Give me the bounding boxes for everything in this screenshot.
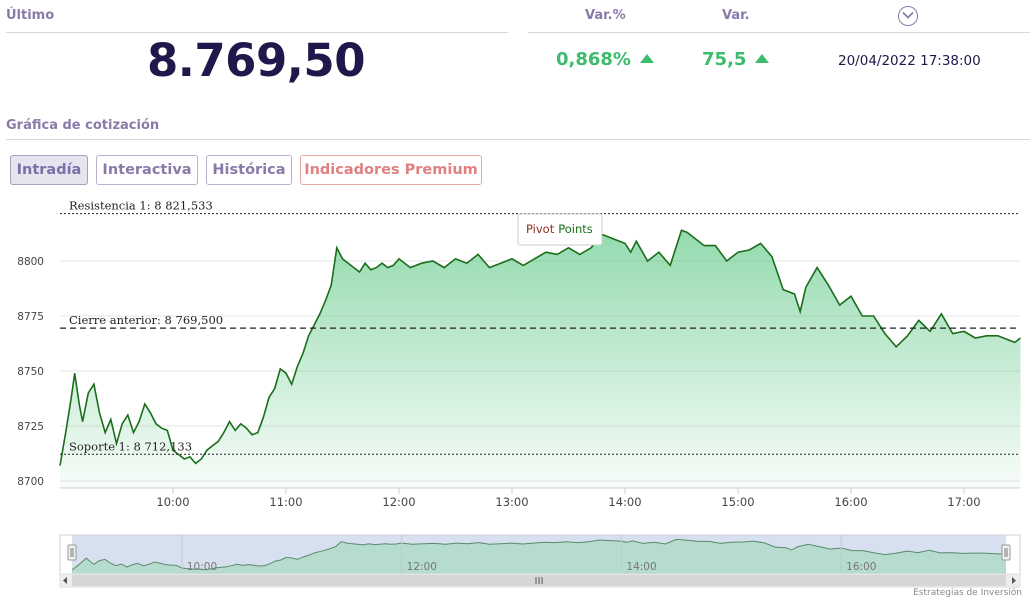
chart-section-title: Gráfica de cotización: [6, 118, 160, 133]
pivot-tooltip: Pivot Points: [517, 213, 603, 246]
up-arrow-icon: [639, 54, 654, 63]
area-series: [59, 229, 1021, 488]
x-tick-label: 14:00: [608, 495, 641, 509]
reference-lines: Resistencia 1: 8 821,533 Cierre anterior:…: [60, 199, 1020, 455]
var-pct-text: 0,868%: [556, 49, 631, 70]
reference-label: Resistencia 1: 8 821,533: [69, 199, 213, 213]
x-tick-label: 11:00: [269, 495, 302, 509]
navigator-tick-label: 10:00: [187, 561, 217, 573]
up-arrow-icon: [755, 54, 770, 63]
scroll-left-arrow-icon[interactable]: [63, 577, 67, 584]
section-divider: [6, 139, 1030, 140]
quote-datetime: 20/04/2022 17:38:00: [838, 53, 981, 69]
price-area-fill: [60, 230, 1021, 488]
navigator-selection[interactable]: [72, 535, 1006, 574]
x-tick-label: 13:00: [495, 495, 528, 509]
y-tick-label: 8750: [17, 366, 44, 378]
axes: 8700 8725 8750 8775 8800 10:00 11:00 12:00 13:00…: [17, 256, 1020, 509]
var-value: 75,5: [702, 49, 770, 70]
var-pct-label: Var.%: [585, 8, 626, 23]
y-tick-label: 8775: [17, 311, 44, 323]
reference-label: Soporte 1: 8 712,133: [69, 439, 192, 453]
navigator-line: [71, 538, 1007, 571]
tab-indicadores-premium[interactable]: Indicadores Premium: [300, 155, 482, 185]
x-tick-label: 17:00: [947, 495, 980, 509]
tooltip-points: Points: [558, 222, 593, 236]
navigator-handle[interactable]: [67, 544, 77, 561]
last-price: 8.769,50: [146, 34, 366, 87]
price-line: [59, 229, 1021, 466]
tooltip-pivot: Pivot: [526, 222, 555, 236]
y-tick-label: 8800: [17, 256, 44, 268]
header-divider-left: [6, 32, 508, 33]
y-tick-label: 8725: [17, 421, 44, 433]
scroll-right-arrow-icon[interactable]: [1012, 577, 1016, 584]
navigator[interactable]: 10:00 12:00 14:00 16:00: [59, 534, 1021, 588]
var-text: 75,5: [702, 49, 747, 70]
x-tick-label: 12:00: [382, 495, 415, 509]
x-tick-label: 16:00: [834, 495, 867, 509]
x-tick-label: 10:00: [156, 495, 189, 509]
navigator-handle[interactable]: [1001, 544, 1011, 561]
footer-credit: Estrategias de Inversión: [913, 588, 1022, 598]
tab-interactiva[interactable]: Interactiva: [96, 155, 198, 185]
reference-label: Cierre anterior: 8 769,500: [69, 313, 223, 327]
ultimo-label: Último: [6, 8, 55, 23]
chevron-down-circle-icon[interactable]: [898, 6, 918, 26]
header-divider-right: [528, 32, 1030, 33]
navigator-tick-label: 16:00: [846, 561, 876, 573]
var-pct-value: 0,868%: [556, 49, 654, 70]
x-tick-label: 15:00: [721, 495, 754, 509]
var-label: Var.: [722, 8, 750, 23]
tab-historica[interactable]: Histórica: [206, 155, 292, 185]
price-chart[interactable]: Resistencia 1: 8 821,533 Cierre anterior:…: [0, 196, 1036, 596]
navigator-tick-label: 12:00: [407, 561, 437, 573]
navigator-area: [72, 539, 1006, 574]
y-tick-label: 8700: [17, 476, 44, 488]
navigator-tick-label: 14:00: [626, 561, 656, 573]
tab-intradia[interactable]: Intradía: [10, 155, 88, 185]
